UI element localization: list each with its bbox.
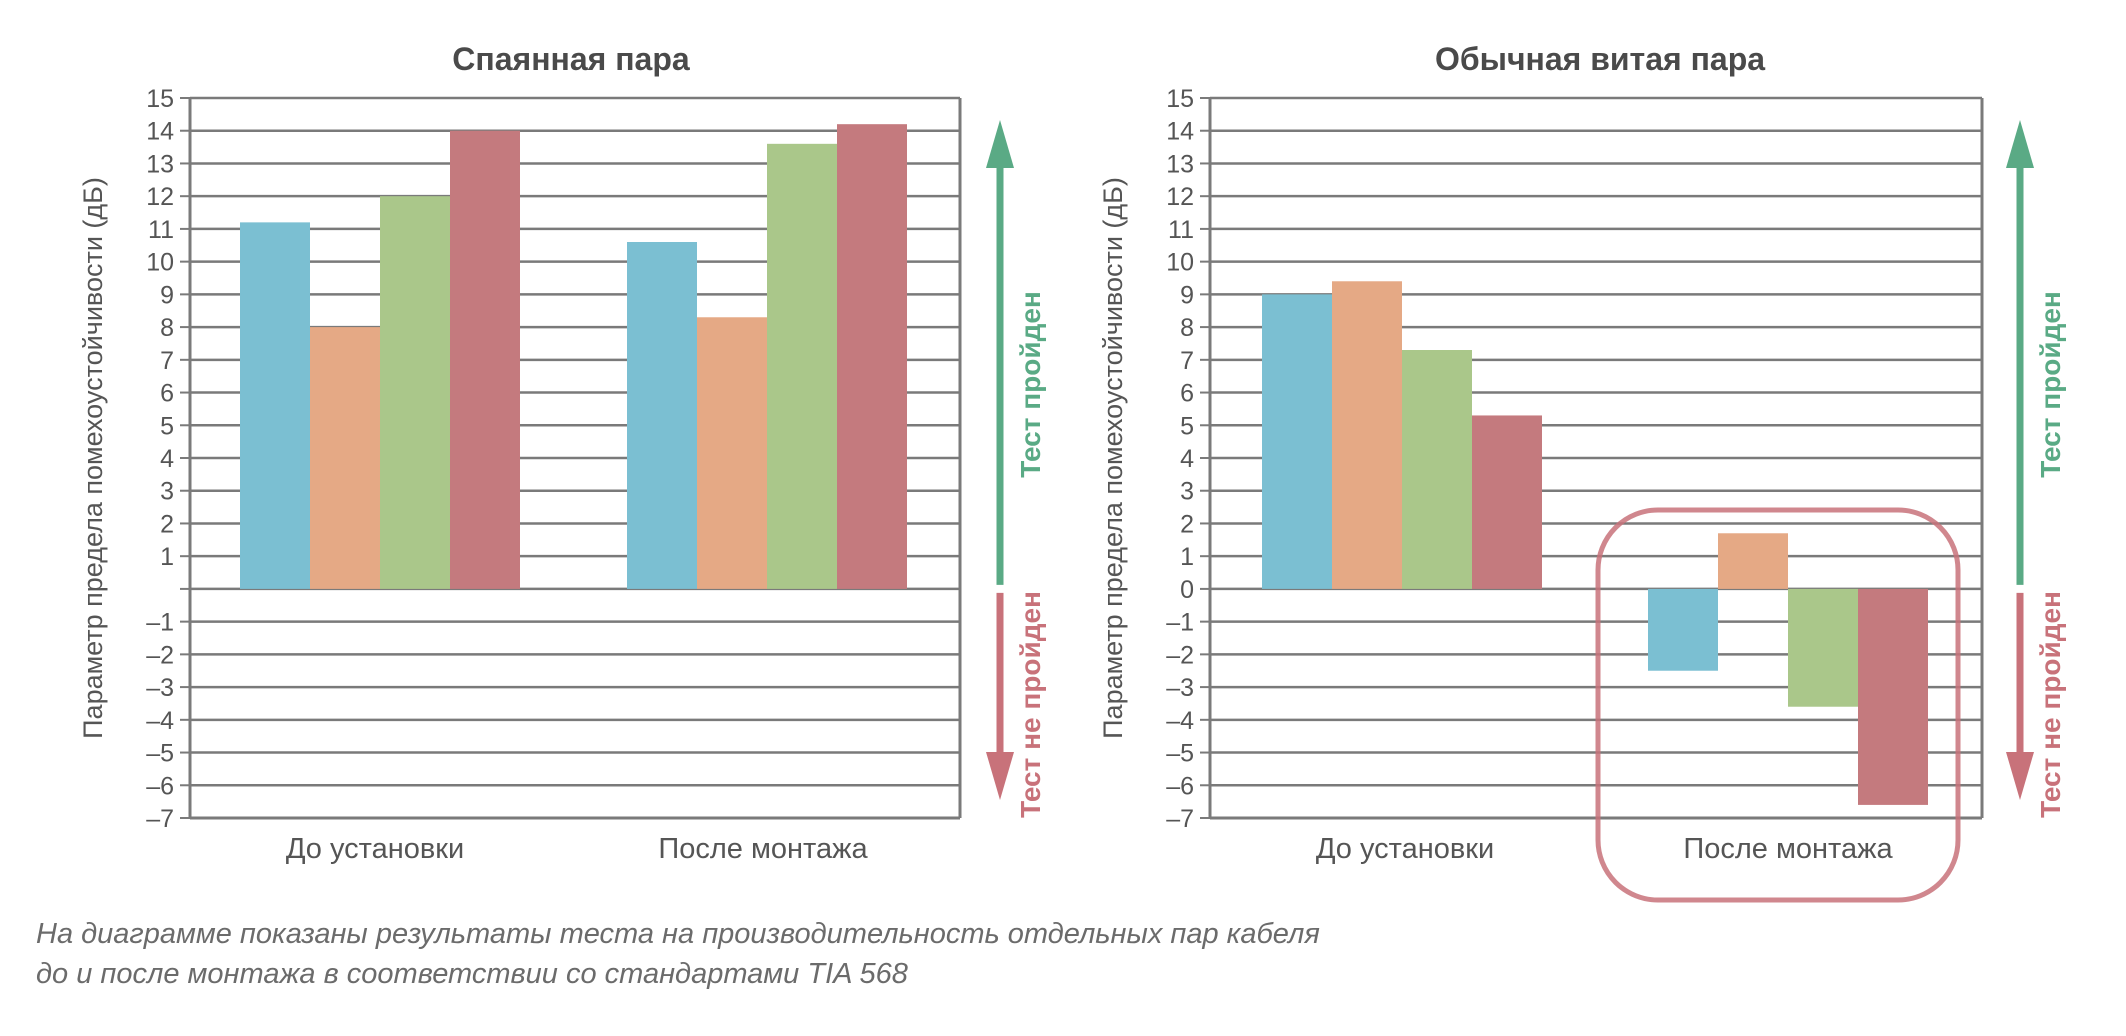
y-axis-label: Параметр предела помехоустойчивости (дБ): [78, 177, 108, 739]
y-tick-label: 6: [1180, 380, 1194, 408]
x-category-label: До установки: [286, 833, 464, 865]
bar-2-1: [627, 242, 697, 589]
bar-1-2: [1332, 281, 1402, 589]
caption-line-2: до и после монтажа в соответствии со ста…: [36, 958, 908, 990]
fail-label: Тест не пройден: [1015, 591, 1046, 818]
bar-1-1: [240, 222, 310, 589]
y-axis-label: Параметр предела помехоустойчивости (дБ): [1098, 177, 1128, 739]
bar-2-2: [1718, 533, 1788, 589]
y-tick-label: 2: [1180, 510, 1194, 538]
y-tick-label: 5: [1180, 412, 1194, 440]
bar-2-3: [767, 143, 837, 589]
pass-arrow-head: [986, 120, 1014, 168]
y-tick-label: 13: [146, 150, 174, 178]
bar-1-2: [310, 327, 380, 589]
y-tick-label: 8: [160, 314, 174, 342]
bar-1-1: [1262, 294, 1332, 589]
y-tick-label: 14: [146, 118, 174, 146]
bar-2-4: [837, 124, 907, 589]
bar-2-4: [1858, 588, 1928, 805]
y-tick-label: 4: [160, 445, 174, 473]
y-tick-label: –2: [146, 641, 174, 669]
pass-arrow-head: [2006, 120, 2034, 168]
x-category-label: До установки: [1316, 833, 1494, 865]
bar-2-2: [697, 317, 767, 589]
chart-title: Обычная витая пара: [1435, 41, 1765, 77]
y-tick-label: 6: [160, 380, 174, 408]
y-tick-label: –5: [1166, 740, 1194, 768]
y-tick-label: 1: [1180, 543, 1194, 571]
y-tick-label: 13: [1166, 150, 1194, 178]
y-tick-label: 7: [1180, 347, 1194, 375]
bar-1-3: [380, 196, 450, 589]
y-tick-label: 11: [148, 216, 174, 244]
y-tick-label: 9: [160, 281, 174, 309]
y-tick-label: 0: [1180, 576, 1194, 604]
y-tick-label: –2: [1166, 641, 1194, 669]
y-tick-label: 12: [1166, 183, 1194, 211]
chart-title: Спаянная пара: [452, 41, 690, 77]
x-category-label: После монтажа: [1683, 833, 1893, 865]
y-tick-label: 5: [160, 412, 174, 440]
y-tick-label: –1: [1166, 609, 1194, 637]
y-tick-label: 15: [146, 85, 174, 113]
y-tick-label: 14: [1166, 118, 1194, 146]
y-tick-label: 12: [146, 183, 174, 211]
highlight-box: [1595, 507, 1961, 903]
y-tick-label: –3: [1166, 674, 1194, 702]
y-tick-label: –7: [1166, 805, 1194, 833]
y-tick-labels: 15 14 13 12 11 10 9 8 7 6 5 4 3 2 1 –1 –2 –3 –4 –5 –6 –7: [146, 85, 174, 833]
bar-2-1: [1648, 588, 1718, 671]
y-tick-label: 3: [160, 478, 174, 506]
bar-2-3: [1788, 588, 1858, 707]
y-tick-label: –1: [146, 609, 174, 637]
bars: [240, 124, 907, 589]
chart-panel-2: Обычная витая пара Параметр предела помех…: [1098, 41, 2066, 903]
caption-line-1: На диаграмме показаны результаты теста н…: [36, 918, 1320, 950]
y-tick-label: 3: [1180, 478, 1194, 506]
y-tick-label: 10: [146, 249, 174, 277]
y-tick-label: 15: [1166, 85, 1194, 113]
fail-arrow-head: [2006, 752, 2034, 800]
fail-arrow-head: [986, 752, 1014, 800]
y-tick-label: 1: [160, 543, 174, 571]
y-tick-label: 4: [1180, 445, 1194, 473]
y-tick-label: –4: [146, 707, 174, 735]
pass-label: Тест пройден: [1015, 291, 1046, 478]
y-tick-label: –3: [146, 674, 174, 702]
fail-label: Тест не пройден: [2035, 591, 2066, 818]
y-tick-label: –4: [1166, 707, 1194, 735]
y-tick-label: 9: [1180, 281, 1194, 309]
caption: На диаграмме показаны результаты теста н…: [36, 914, 1436, 994]
bars: [1262, 281, 1928, 805]
y-tick-label: –6: [1166, 772, 1194, 800]
y-tick-label: 8: [1180, 314, 1194, 342]
bar-1-4: [1472, 415, 1542, 589]
y-tick-label: –5: [146, 740, 174, 768]
y-tick-label: –6: [146, 772, 174, 800]
y-tick-label: 10: [1166, 249, 1194, 277]
chart-panel-1: Спаянная пара Параметр предела помехоусто…: [78, 41, 1046, 865]
x-category-label: После монтажа: [658, 833, 868, 865]
bar-1-3: [1402, 350, 1472, 589]
bar-1-4: [450, 130, 520, 589]
y-tick-label: 7: [160, 347, 174, 375]
y-tick-label: –7: [146, 805, 174, 833]
pass-label: Тест пройден: [2035, 291, 2066, 478]
y-tick-label: 2: [160, 510, 174, 538]
y-tick-label: 11: [1168, 216, 1194, 244]
